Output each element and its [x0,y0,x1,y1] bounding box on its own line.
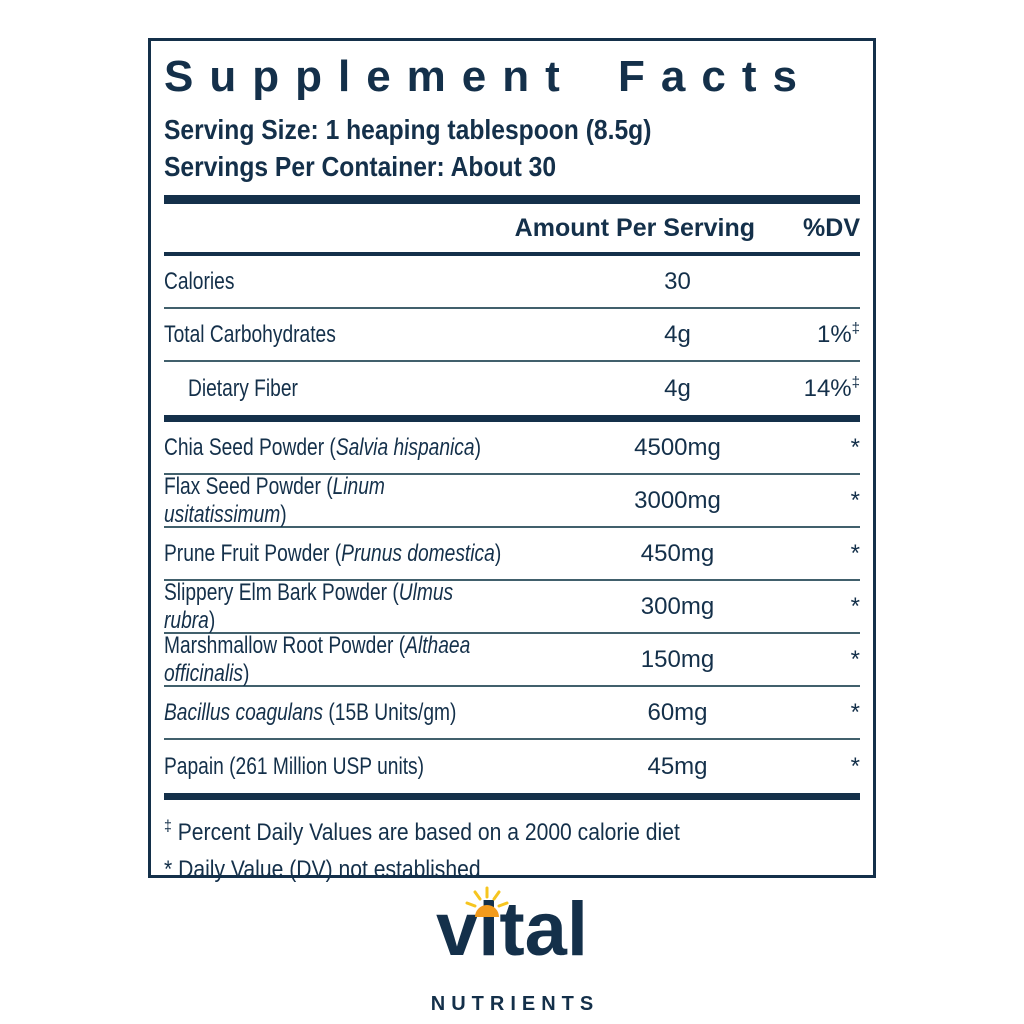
ingredient-dv: * [850,592,860,620]
ingredient-amount: 300mg [640,592,715,620]
header-amount-per-serving: Amount Per Serving [514,213,755,242]
footnotes-divider [164,793,860,801]
ingredient-name: Marshmallow Root Powder (Althaea officin… [164,632,595,688]
ingredient-row-flax: Flax Seed Powder (Linum usitatissimum) 3… [164,473,860,529]
nutrient-name: Calories [164,268,595,296]
asterisk-symbol: * [164,856,173,884]
nutrient-dv-dagger: ‡ [851,319,860,337]
footnote-daily-values: ‡ Percent Daily Values are based on a 20… [164,814,860,851]
serving-size-line: Serving Size: 1 heaping tablespoon (8.5g… [164,111,860,148]
serving-size-text: Serving Size: 1 heaping tablespoon (8.5g… [164,114,652,146]
ingredient-amount: 60mg [647,698,708,726]
ingredient-row-chia: Chia Seed Powder (Salvia hispanica) 4500… [164,422,860,476]
nutrient-name: Dietary Fiber [164,375,595,403]
header-dv: %DV [803,213,860,242]
footnotes: ‡ Percent Daily Values are based on a 20… [164,800,860,888]
ingredient-row-marshmallow: Marshmallow Root Powder (Althaea officin… [164,632,860,688]
ingredient-dv: * [850,698,860,726]
ingredient-row-prune: Prune Fruit Powder (Prunus domestica) 45… [164,528,860,582]
ingredient-name-text: Prune Fruit Powder (Prunus domestica) [164,539,502,567]
ingredient-amount: 3000mg [634,486,721,514]
nutrient-name-text: Dietary Fiber [188,374,298,402]
nutrient-dv-value: 1% [816,320,852,348]
nutrient-name-text: Total Carbohydrates [164,320,336,348]
ingredient-name-text: Slippery Elm Bark Powder (Ulmus rubra) [164,578,454,634]
ingredient-amount: 450mg [640,539,715,567]
servings-per-container-line: Servings Per Container: About 30 [164,148,860,185]
table-header-row: Amount Per Serving %DV [164,204,860,252]
nutrient-name-text: Calories [164,267,235,295]
footnote-text: ‡ Percent Daily Values are based on a 20… [164,818,680,847]
brand-logo: vital NUTRIENTS [0,886,1024,1016]
brand-wordmark: vital [435,887,589,972]
brand-subtext: NUTRIENTS [430,993,600,1015]
ingredient-name-text: Marshmallow Root Powder (Althaea officin… [164,631,471,687]
panel-title: Supplement Facts [164,52,813,101]
ingredient-row-slippery-elm: Slippery Elm Bark Powder (Ulmus rubra) 3… [164,579,860,635]
ingredient-row-bacillus: Bacillus coagulans (15B Units/gm) 60mg * [164,687,860,741]
ingredient-name: Slippery Elm Bark Powder (Ulmus rubra) [164,579,595,635]
ingredient-name: Bacillus coagulans (15B Units/gm) [164,699,595,727]
nutrient-row-total-carbohydrates: Total Carbohydrates 4g 1%‡ [164,309,860,363]
nutrient-amount: 30 [664,267,691,295]
ingredient-name-text: Chia Seed Powder (Salvia hispanica) [164,433,481,461]
footnote-dv-not-established: * Daily Value (DV) not established [164,851,860,888]
top-divider-bar [164,195,860,205]
nutrient-amount: 4g [664,374,691,402]
nutrient-dv-dagger: ‡ [851,373,860,391]
ingredient-dv: * [850,645,860,673]
ingredient-row-papain: Papain (261 Million USP units) 45mg * [164,740,860,793]
ingredient-name-text: Bacillus coagulans (15B Units/gm) [164,698,457,726]
sun-icon [465,886,509,917]
ingredient-dv: * [850,752,860,780]
ingredient-name-text: Papain (261 Million USP units) [164,752,425,780]
ingredient-amount: 45mg [647,752,708,780]
ingredient-dv: * [850,433,860,461]
ingredient-name: Prune Fruit Powder (Prunus domestica) [164,540,595,568]
serving-info: Serving Size: 1 heaping tablespoon (8.5g… [164,111,860,185]
ingredient-name: Papain (261 Million USP units) [164,753,595,781]
servings-per-container-text: Servings Per Container: About 30 [164,151,557,183]
nutrient-row-calories: Calories 30 [164,256,860,310]
ingredient-amount: 4500mg [634,433,721,461]
nutrient-dv: 1%‡ [760,321,860,349]
ingredient-amount: 150mg [640,645,715,673]
brand-wordmark-wrap: vital [435,886,589,991]
header-divider [164,252,860,257]
ingredient-dv: * [850,486,860,514]
nutrient-amount: 4g [664,320,691,348]
nutrient-dv: 14%‡ [760,375,860,403]
ingredient-name-text: Flax Seed Powder (Linum usitatissimum) [164,472,385,528]
nutrient-row-dietary-fiber: Dietary Fiber 4g 14%‡ [164,362,860,415]
ingredient-name: Chia Seed Powder (Salvia hispanica) [164,434,595,462]
nutrients-ingredients-divider [164,415,860,423]
nutrient-name: Total Carbohydrates [164,321,595,349]
ingredient-name: Flax Seed Powder (Linum usitatissimum) [164,473,595,529]
supplement-facts-panel: Supplement Facts Serving Size: 1 heaping… [148,38,876,883]
nutrient-dv-value: 14% [803,374,852,402]
double-dagger-symbol: ‡ [164,818,172,836]
ingredient-dv: * [850,539,860,567]
footnote-text: * Daily Value (DV) not established [164,856,481,884]
